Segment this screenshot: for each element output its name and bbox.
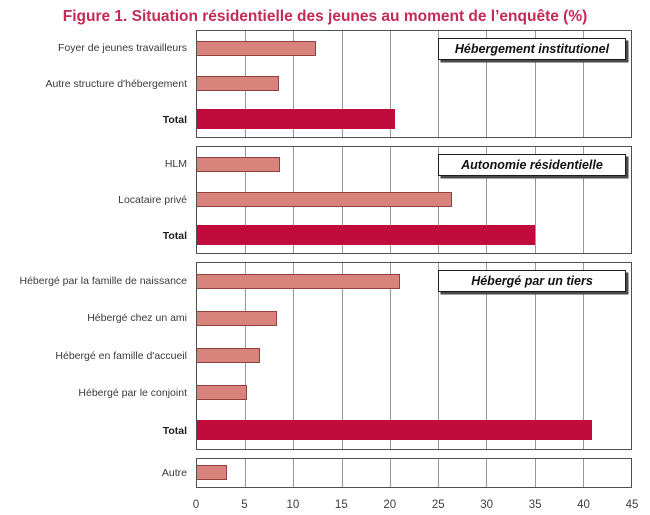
category-label: Hébergé par la famille de naissance <box>19 274 187 287</box>
bar-item <box>197 76 279 92</box>
x-tick-label: 45 <box>625 498 639 511</box>
category-label: Hébergé chez un ami <box>87 312 187 325</box>
gridline <box>438 458 440 487</box>
plot-panel: Autonomie résidentielle <box>196 146 632 254</box>
figure-title: Figure 1. Situation résidentielle des je… <box>62 8 588 25</box>
category-label: Locataire privé <box>118 194 187 206</box>
plot-panel <box>196 457 632 488</box>
category-label: Foyer de jeunes travailleurs <box>58 42 187 54</box>
bar-row <box>197 374 631 411</box>
category-label: Autre <box>161 466 187 479</box>
gridline <box>293 31 295 137</box>
gridline <box>293 458 295 487</box>
gridline <box>245 458 247 487</box>
gridline <box>438 31 440 137</box>
bar-row <box>197 263 631 300</box>
x-tick-label: 30 <box>480 498 494 511</box>
category-labels: Hébergé par la famille de naissance Héber… <box>0 262 196 450</box>
group-label-box: Autonomie résidentielle <box>438 154 626 176</box>
gridline <box>389 31 391 137</box>
gridline <box>582 147 584 253</box>
gridline <box>534 31 536 137</box>
category-label: HLM <box>164 158 187 170</box>
x-tick-label: 20 <box>383 498 397 511</box>
gridline <box>341 31 343 137</box>
category-label: Total <box>162 114 187 126</box>
bar-row <box>197 31 631 66</box>
chart-group: HLM Locataire privé Total Autonomie résiden… <box>0 146 632 254</box>
bar-row <box>197 337 631 374</box>
category-label: Total <box>162 424 187 437</box>
bar-total <box>197 225 535 246</box>
group-label-box: Hébergé par un tiers <box>438 270 626 292</box>
bar-row <box>197 66 631 101</box>
plot-panel: Hébergé par un tiers <box>196 262 632 450</box>
category-label: Total <box>162 230 187 242</box>
gridline <box>389 263 391 449</box>
x-tick-label: 25 <box>431 498 445 511</box>
bar-row <box>197 102 631 137</box>
x-tick-label: 5 <box>241 498 248 511</box>
gridline <box>341 458 343 487</box>
chart-group: Foyer de jeunes travailleurs Autre struct… <box>0 30 632 138</box>
category-labels: Autre <box>0 458 196 488</box>
x-axis: 0 5 10 15 20 25 30 35 40 45 <box>192 496 639 514</box>
x-tick-label: 15 <box>334 498 348 511</box>
bar-item <box>197 385 248 401</box>
bar-item <box>197 41 316 57</box>
gridline <box>341 263 343 449</box>
chart-group: Hébergé par la famille de naissance Héber… <box>0 262 632 450</box>
x-tick-label: 10 <box>286 498 300 511</box>
bar-item <box>197 192 452 208</box>
gridline <box>486 147 488 253</box>
gridline <box>486 263 488 449</box>
category-label: Hébergé en famille d'accueil <box>55 349 187 362</box>
gridline <box>534 458 536 487</box>
chart: Foyer de jeunes travailleurs Autre struct… <box>0 30 650 488</box>
bar-row <box>197 459 631 487</box>
bar-row <box>197 300 631 337</box>
x-tick-label: 35 <box>528 498 542 511</box>
bar-item <box>197 348 260 364</box>
gridline <box>534 147 536 253</box>
x-tick-label: 0 <box>192 498 200 511</box>
bar-item <box>197 311 278 327</box>
gridline <box>389 458 391 487</box>
category-labels: Foyer de jeunes travailleurs Autre struct… <box>0 30 196 138</box>
bar-item <box>197 274 401 290</box>
gridline <box>534 263 536 449</box>
bar-item <box>197 157 280 173</box>
gridline <box>438 263 440 449</box>
x-tick-label: 40 <box>577 498 590 511</box>
bar-item <box>197 465 227 480</box>
group-label-box: Hébergement institutionel <box>438 38 626 60</box>
gridline <box>582 263 584 449</box>
chart-group: Autre <box>0 457 632 488</box>
bar-row <box>197 218 631 253</box>
plot-panel: Hébergement institutionel <box>196 30 632 138</box>
bar-total <box>197 109 395 130</box>
gridline <box>293 263 295 449</box>
gridline <box>582 458 584 487</box>
category-label: Autre structure d'hébergement <box>45 78 188 90</box>
bar-total <box>197 419 593 440</box>
gridline <box>486 31 488 137</box>
bar-row <box>197 182 631 217</box>
gridline <box>582 31 584 137</box>
bar-row <box>197 147 631 182</box>
category-labels: HLM Locataire privé Total <box>0 146 196 254</box>
category-label: Hébergé par le conjoint <box>78 387 187 400</box>
bar-row <box>197 411 631 448</box>
gridline <box>486 458 488 487</box>
